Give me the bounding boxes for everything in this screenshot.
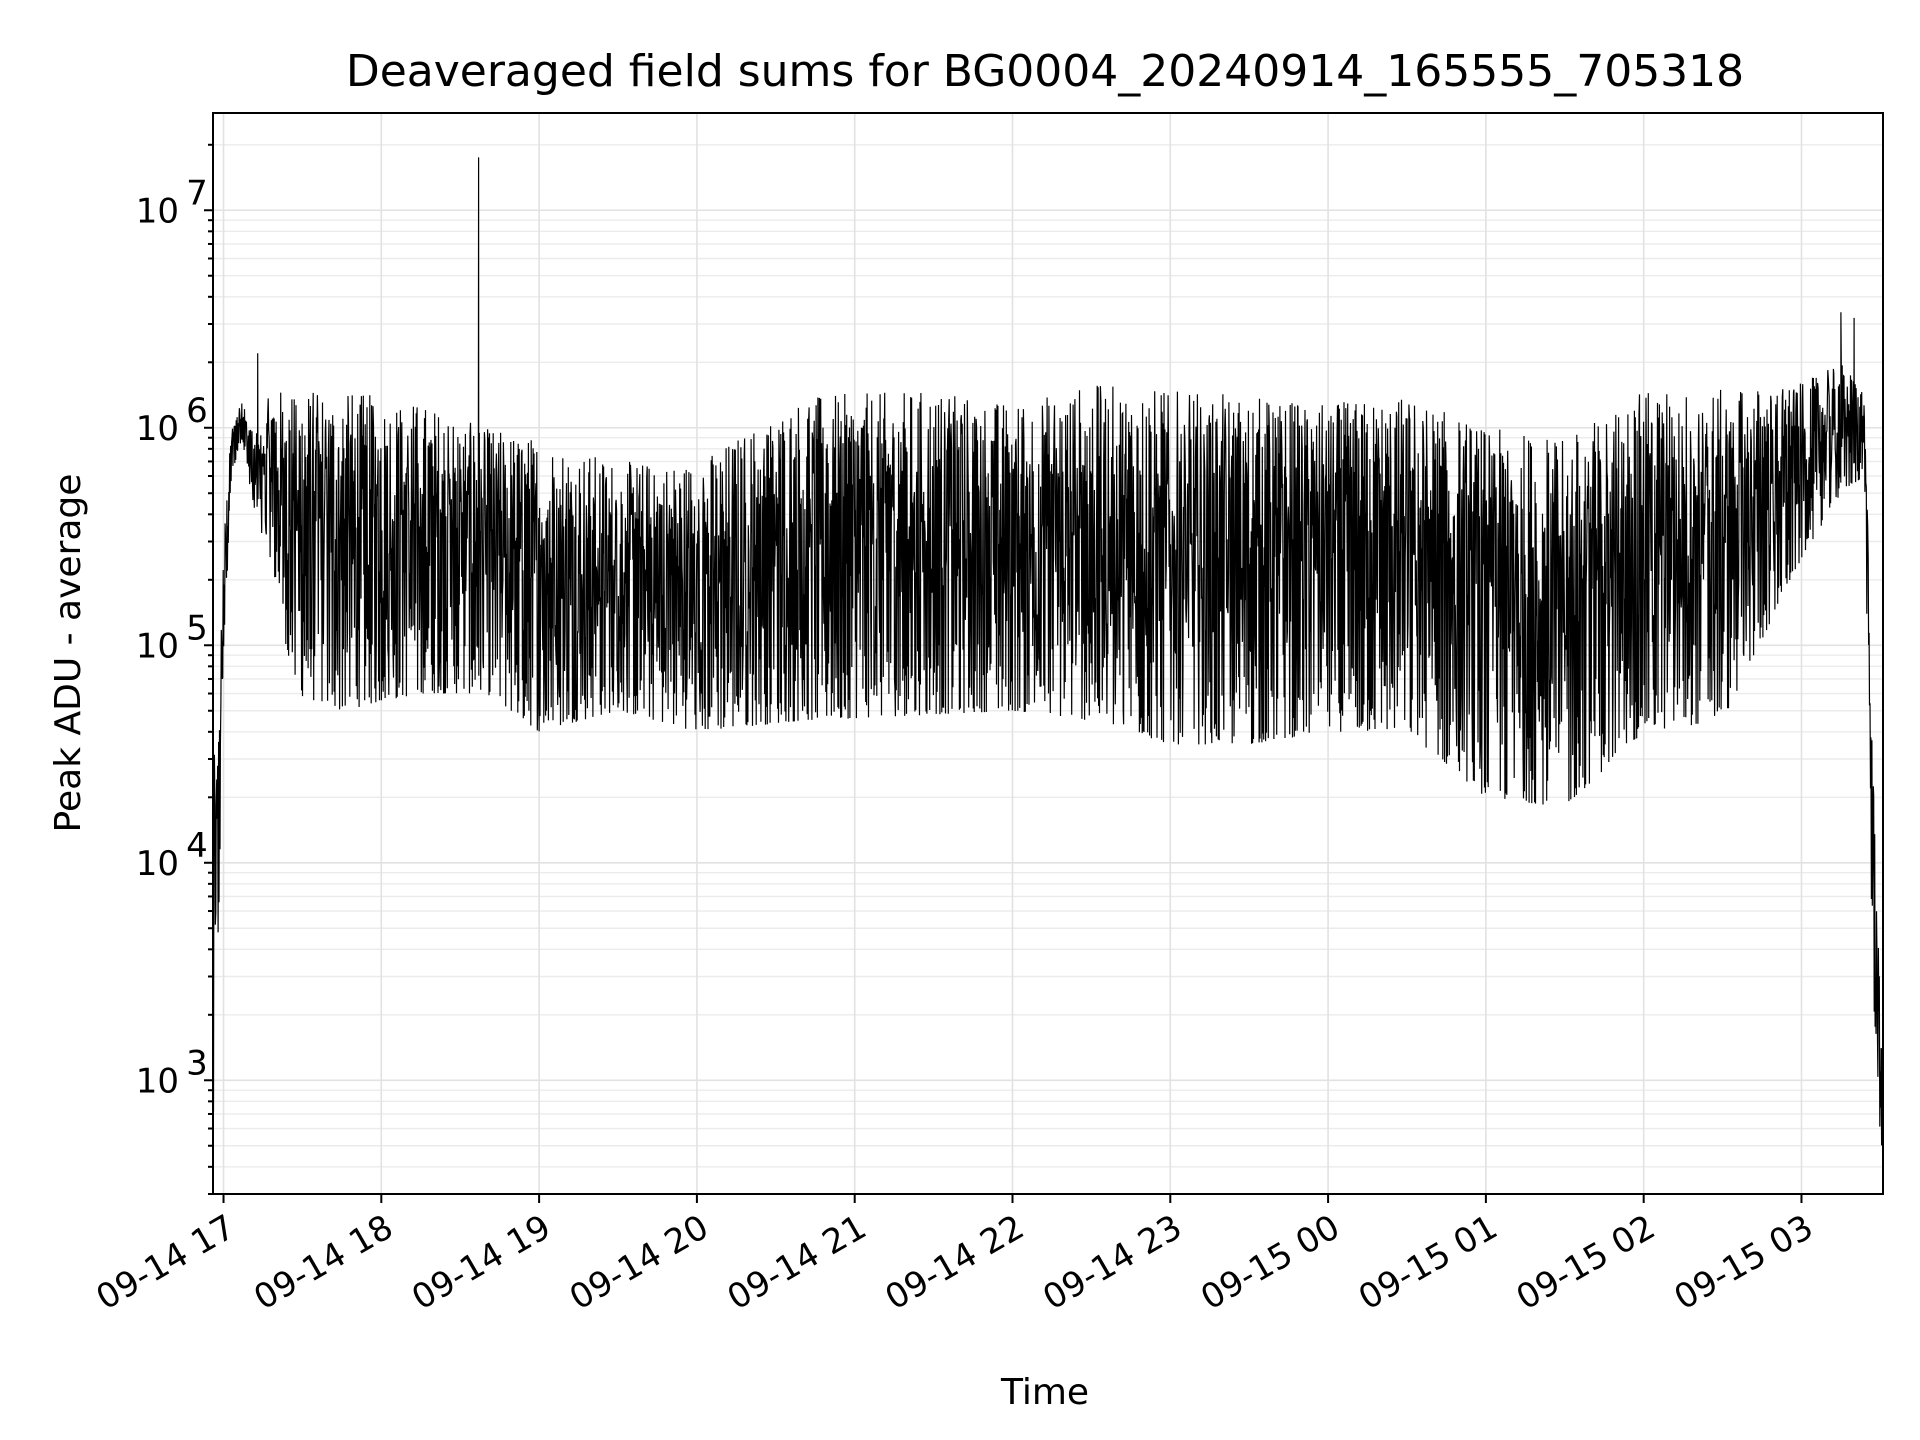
y-tick-label: 10 xyxy=(136,1061,179,1101)
y-tick-exponent: 3 xyxy=(186,1043,208,1083)
x-axis: 09-14 17 09-14 18 09-14 19 09-14 20 09-14 21… xyxy=(90,1194,1820,1318)
y-axis-label: Peak ADU - average xyxy=(48,474,89,833)
y-tick-label: 10 xyxy=(136,626,179,666)
plot-frame xyxy=(212,112,1884,1195)
y-tick-exponent: 7 xyxy=(186,173,208,213)
y-tick-exponent: 6 xyxy=(186,391,208,431)
plot-area xyxy=(212,157,1884,1146)
x-tick-label: 09-15 00 xyxy=(1194,1207,1346,1318)
x-tick-label: 09-14 21 xyxy=(721,1207,873,1318)
y-tick-label: 10 xyxy=(136,409,179,449)
y-tick-exponent: 5 xyxy=(186,608,208,648)
x-tick-label: 09-15 03 xyxy=(1668,1207,1820,1318)
y-tick-label: 10 xyxy=(136,191,179,231)
x-tick-label: 09-14 19 xyxy=(405,1207,557,1318)
x-tick-label: 09-14 22 xyxy=(879,1207,1031,1318)
x-axis-label: Time xyxy=(1000,1372,1089,1413)
x-tick-label: 09-14 17 xyxy=(90,1207,242,1318)
x-tick-label: 09-14 18 xyxy=(247,1207,399,1318)
chart-title: Deaveraged field sums for BG0004_2024091… xyxy=(346,46,1744,97)
x-tick-label: 09-14 23 xyxy=(1036,1207,1188,1318)
series-line xyxy=(212,157,1884,1146)
x-tick-label: 09-15 01 xyxy=(1352,1207,1504,1318)
y-tick-exponent: 4 xyxy=(186,826,208,866)
x-tick-label: 09-15 02 xyxy=(1510,1207,1662,1318)
x-tick-label: 09-14 20 xyxy=(563,1207,715,1318)
y-tick-label: 10 xyxy=(136,844,179,884)
